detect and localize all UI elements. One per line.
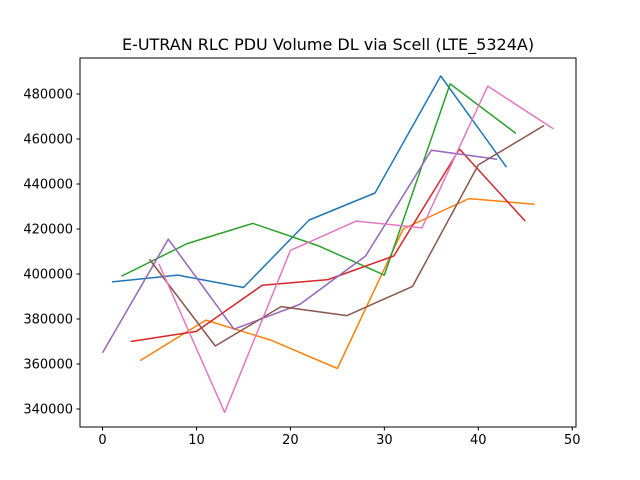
y-tick-label-6: 460000 [23, 133, 73, 148]
y-tick-label-0: 340000 [23, 403, 73, 418]
series-line-7 [158, 85, 554, 414]
y-axis: 340000 360000 380000 400000 420000 440000 4600… [23, 88, 80, 418]
y-tick-label-7: 480000 [23, 88, 73, 103]
plot-frame [79, 57, 577, 428]
x-tick-label-2: 20 [282, 433, 299, 448]
series-line-1 [111, 75, 508, 289]
series-line-5 [101, 149, 498, 354]
y-tick-label-3: 400000 [23, 268, 73, 283]
series-line-2 [139, 197, 535, 370]
x-tick-label-3: 30 [376, 433, 393, 448]
y-tick-label-2: 380000 [23, 313, 73, 328]
y-tick-label-1: 360000 [23, 358, 73, 373]
chart-title: E-UTRAN RLC PDU Volume DL via Scell (LTE… [122, 35, 534, 55]
y-tick-label-4: 420000 [23, 223, 73, 238]
series-line-4 [130, 148, 526, 343]
x-tick-label-1: 10 [188, 433, 205, 448]
x-axis: 0 10 20 30 40 50 [98, 427, 581, 448]
series-line-3 [120, 83, 517, 277]
y-tick-label-5: 440000 [23, 178, 73, 193]
x-tick-label-4: 40 [470, 433, 487, 448]
series-line-6 [148, 124, 545, 347]
x-tick-label-5: 50 [564, 433, 581, 448]
series-layer [101, 75, 554, 414]
x-tick-label-0: 0 [98, 433, 106, 448]
